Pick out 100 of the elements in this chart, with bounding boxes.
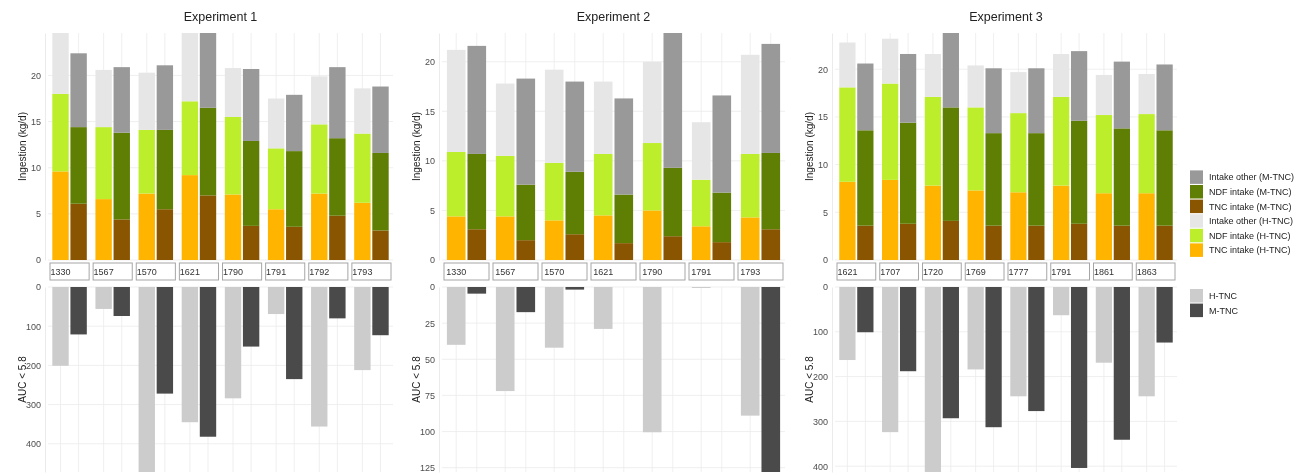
bar: [95, 287, 112, 309]
x-tick-label: 1707: [880, 267, 901, 277]
bar: [593, 287, 613, 329]
bar: [1028, 287, 1045, 412]
bar: [224, 116, 242, 195]
y-tick-label: 0: [429, 255, 435, 266]
bar: [565, 287, 585, 290]
y-tick-label: 400: [25, 439, 41, 450]
bar: [516, 78, 536, 185]
bar: [1113, 287, 1130, 440]
bar: [642, 143, 662, 211]
bar: [113, 132, 130, 220]
bar: [1070, 51, 1088, 121]
x-tick-label: 1777: [1008, 267, 1029, 277]
y-tick-label: 15: [424, 106, 435, 117]
bar: [663, 167, 683, 237]
y-tick-label: 20: [30, 70, 41, 81]
bar: [712, 95, 732, 193]
x-tick-label: 1791: [1051, 267, 1072, 277]
x-tick-label: 1567: [495, 267, 516, 277]
bar: [1028, 68, 1045, 134]
y-tick-label: 0: [429, 282, 435, 293]
chart-title: Experiment 2: [576, 10, 651, 24]
legend-label: NDF intake (M-TNC): [1209, 187, 1292, 197]
bar: [899, 287, 917, 372]
chart-title: Experiment 3: [969, 10, 1043, 24]
bar: [286, 94, 303, 152]
x-tick-label: 1330: [50, 267, 71, 277]
bar: [199, 287, 217, 437]
bar: [544, 162, 564, 221]
bar: [138, 129, 155, 194]
bar: [857, 130, 874, 226]
x-tick-label: 1793: [352, 267, 373, 277]
legend-label: Intake other (M-TNC): [1209, 172, 1295, 183]
bar: [113, 287, 130, 316]
bar: [839, 287, 856, 361]
bar: [544, 287, 564, 348]
x-tick-label: 1861: [1093, 267, 1114, 277]
bar: [1070, 120, 1088, 224]
bar: [1010, 287, 1027, 397]
bar: [372, 287, 389, 336]
bar: [329, 138, 346, 216]
bar: [199, 33, 217, 108]
bar: [1156, 287, 1173, 343]
y-tick-label: 15: [30, 116, 41, 127]
x-tick-label: 1769: [965, 267, 986, 277]
bar: [467, 45, 487, 154]
legend-label: TNC intake (M-TNC): [1209, 201, 1292, 212]
y-tick-label: 15: [817, 112, 828, 123]
bar: [354, 287, 371, 371]
y-tick-label: 125: [419, 463, 435, 474]
bar: [691, 179, 711, 227]
bar: [1053, 287, 1070, 316]
bar: [1138, 287, 1155, 397]
bar: [446, 287, 466, 345]
y-tick-label: 20: [424, 57, 435, 68]
y-tick-label: 200: [812, 371, 828, 382]
bar: [516, 184, 536, 241]
bar: [1113, 61, 1130, 129]
x-tick-label: 1570: [544, 267, 565, 277]
bar: [565, 81, 585, 172]
bar: [942, 107, 959, 221]
x-tick-label: 1792: [309, 267, 330, 277]
bar: [446, 151, 466, 217]
bar: [1095, 287, 1113, 363]
bar: [924, 96, 942, 186]
x-tick-label: 1793: [740, 267, 761, 277]
bar: [242, 140, 260, 226]
y-tick-label: 10: [817, 160, 828, 170]
bar: [663, 33, 683, 168]
bar: [857, 287, 874, 333]
chart-title: Experiment 1: [183, 10, 258, 24]
y-tick-label: 0: [35, 282, 41, 293]
y-tick-label: 20: [817, 64, 828, 75]
bar: [199, 107, 217, 196]
y-tick-label: 5: [822, 207, 828, 218]
bar: [614, 98, 634, 195]
bar: [372, 152, 389, 231]
bar: [1028, 133, 1045, 226]
y-tick-label: 400: [812, 461, 828, 472]
bar: [1010, 113, 1027, 193]
x-tick-label: 1621: [593, 267, 614, 277]
x-tick-label: 1567: [93, 267, 114, 277]
bar: [1156, 130, 1173, 226]
bar: [138, 287, 155, 472]
bar: [467, 153, 487, 230]
y-tick-label: 25: [424, 318, 435, 329]
bar: [372, 86, 389, 153]
bar: [1053, 96, 1070, 186]
bar: [985, 68, 1002, 134]
y-axis-title: AUC < 5.8: [804, 355, 815, 403]
bar: [311, 124, 328, 194]
bar: [267, 287, 285, 315]
bar: [224, 287, 242, 399]
bar: [156, 65, 174, 130]
bar: [985, 133, 1002, 226]
bar: [839, 87, 856, 182]
bar: [311, 287, 328, 427]
y-axis-title: Ingestion (kg/d): [804, 112, 815, 181]
bar: [942, 33, 959, 108]
